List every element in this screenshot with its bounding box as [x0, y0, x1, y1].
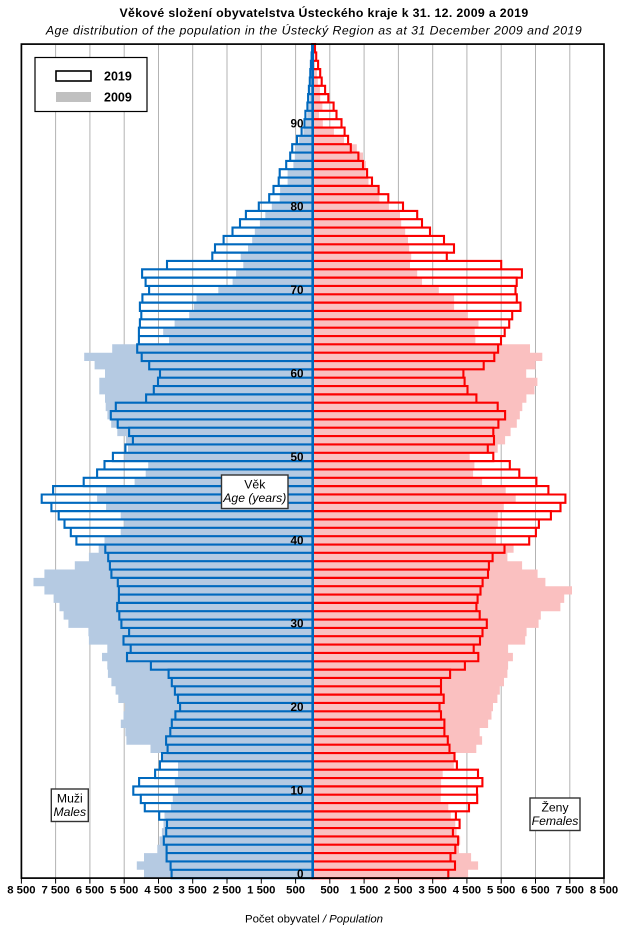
svg-text:90: 90: [290, 117, 304, 130]
svg-text:1 500: 1 500: [247, 885, 275, 897]
svg-text:6 500: 6 500: [76, 885, 104, 897]
svg-text:Počet obyvatel / Population: Počet obyvatel / Population: [245, 914, 383, 926]
svg-text:Age distribution of the popula: Age distribution of the population in th…: [45, 22, 582, 37]
svg-text:10: 10: [290, 785, 304, 798]
svg-text:50: 50: [290, 451, 304, 464]
svg-text:70: 70: [290, 284, 304, 297]
svg-text:8 500: 8 500: [590, 885, 618, 897]
svg-text:40: 40: [290, 534, 304, 547]
svg-text:5 500: 5 500: [110, 885, 138, 897]
svg-text:500: 500: [320, 885, 339, 897]
svg-text:30: 30: [290, 618, 304, 631]
svg-text:1 500: 1 500: [350, 885, 378, 897]
svg-text:Males: Males: [54, 805, 87, 819]
svg-text:2019: 2019: [104, 70, 132, 84]
svg-text:3 500: 3 500: [419, 885, 447, 897]
svg-text:Věk: Věk: [244, 478, 266, 492]
svg-text:60: 60: [290, 368, 304, 381]
svg-text:7 500: 7 500: [41, 885, 69, 897]
svg-text:0: 0: [297, 868, 304, 881]
svg-text:7 500: 7 500: [556, 885, 584, 897]
svg-text:2009: 2009: [104, 91, 132, 105]
svg-text:Muži: Muži: [57, 792, 83, 806]
svg-text:20: 20: [290, 701, 304, 714]
svg-text:4 500: 4 500: [453, 885, 481, 897]
svg-text:4 500: 4 500: [144, 885, 172, 897]
svg-text:6 500: 6 500: [521, 885, 549, 897]
svg-text:500: 500: [286, 885, 305, 897]
svg-text:5 500: 5 500: [487, 885, 515, 897]
svg-text:Females: Females: [532, 814, 579, 828]
svg-text:Ženy: Ženy: [541, 800, 569, 815]
svg-text:Age (years): Age (years): [222, 491, 286, 505]
svg-text:2 500: 2 500: [384, 885, 412, 897]
svg-text:2 500: 2 500: [213, 885, 241, 897]
svg-text:8 500: 8 500: [7, 885, 35, 897]
svg-text:3 500: 3 500: [179, 885, 207, 897]
svg-text:Věkové složení obyvatelstva Ú: Věkové složení obyvatelstva Ústeckého kr…: [119, 5, 528, 20]
svg-text:80: 80: [290, 201, 304, 214]
